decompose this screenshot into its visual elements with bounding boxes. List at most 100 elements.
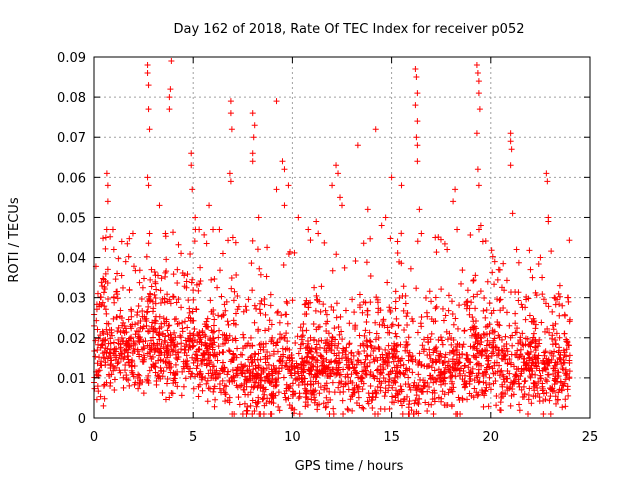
data-point: [479, 370, 486, 377]
data-point: [470, 394, 477, 401]
data-point: [168, 337, 175, 344]
data-point: [102, 270, 109, 277]
data-point: [135, 319, 142, 326]
data-point: [448, 298, 455, 305]
data-point: [534, 355, 541, 362]
data-point: [240, 334, 247, 341]
data-point: [363, 337, 370, 344]
data-point: [126, 343, 133, 350]
data-point: [386, 304, 393, 311]
data-point: [194, 362, 201, 369]
data-point: [216, 226, 223, 233]
data-point: [182, 346, 189, 353]
data-point: [248, 353, 255, 360]
data-point: [398, 386, 405, 393]
data-point: [100, 289, 107, 296]
data-point: [500, 373, 507, 380]
data-point: [192, 214, 199, 221]
data-point: [493, 392, 500, 399]
data-point: [384, 279, 391, 286]
data-point: [544, 378, 551, 385]
data-point: [196, 226, 203, 233]
data-point: [167, 369, 174, 376]
data-point: [506, 356, 513, 363]
data-point: [392, 330, 399, 337]
data-point: [101, 303, 108, 310]
data-point: [539, 385, 546, 392]
data-point: [123, 376, 130, 383]
data-point: [190, 296, 197, 303]
data-point: [559, 365, 566, 372]
data-point: [416, 395, 423, 402]
data-point: [171, 329, 178, 336]
data-point: [419, 388, 426, 395]
data-point: [240, 331, 247, 338]
data-point: [289, 380, 296, 387]
data-point: [542, 376, 549, 383]
data-point: [535, 360, 542, 367]
data-point: [562, 403, 569, 410]
data-point: [486, 300, 493, 307]
data-point: [134, 348, 141, 355]
data-point: [245, 368, 252, 375]
data-point: [541, 328, 548, 335]
data-point: [305, 349, 312, 356]
data-point: [170, 293, 177, 300]
data-point: [228, 375, 235, 382]
data-point: [323, 394, 330, 401]
data-point: [128, 307, 135, 314]
data-point: [215, 334, 222, 341]
data-point: [303, 310, 310, 317]
data-point: [233, 272, 240, 279]
data-point: [418, 314, 425, 321]
data-point: [456, 372, 463, 379]
data-point: [257, 374, 264, 381]
data-point: [361, 364, 368, 371]
data-point: [547, 410, 554, 417]
data-point: [477, 341, 484, 348]
data-point: [452, 315, 459, 322]
data-point: [468, 299, 475, 306]
data-point: [310, 337, 317, 344]
data-point: [352, 258, 359, 265]
data-point: [394, 341, 401, 348]
data-point: [222, 398, 229, 405]
data-point: [204, 398, 211, 405]
data-point: [549, 308, 556, 315]
data-point: [133, 328, 140, 335]
data-point: [196, 332, 203, 339]
data-point: [135, 335, 142, 342]
data-point: [317, 308, 324, 315]
data-point: [225, 321, 232, 328]
data-point: [300, 362, 307, 369]
data-point: [480, 330, 487, 337]
data-point: [313, 356, 320, 363]
data-point: [178, 304, 185, 311]
data-point: [262, 327, 269, 334]
data-point: [406, 366, 413, 373]
data-point: [114, 295, 121, 302]
data-point: [524, 410, 531, 417]
data-point: [240, 308, 247, 315]
data-point: [494, 319, 501, 326]
data-point: [474, 70, 481, 77]
data-point: [93, 301, 100, 308]
data-point: [474, 360, 481, 367]
data-point: [286, 401, 293, 408]
data-point: [476, 106, 483, 113]
data-point: [262, 359, 269, 366]
data-point: [485, 403, 492, 410]
data-point: [522, 362, 529, 369]
data-point: [552, 337, 559, 344]
data-point: [362, 367, 369, 374]
data-point: [389, 354, 396, 361]
data-point: [234, 345, 241, 352]
data-point: [227, 110, 234, 117]
data-point: [284, 300, 291, 307]
data-point: [417, 376, 424, 383]
data-point: [306, 366, 313, 373]
data-point: [566, 352, 573, 359]
data-point: [564, 383, 571, 390]
data-point: [130, 345, 137, 352]
data-point: [406, 384, 413, 391]
